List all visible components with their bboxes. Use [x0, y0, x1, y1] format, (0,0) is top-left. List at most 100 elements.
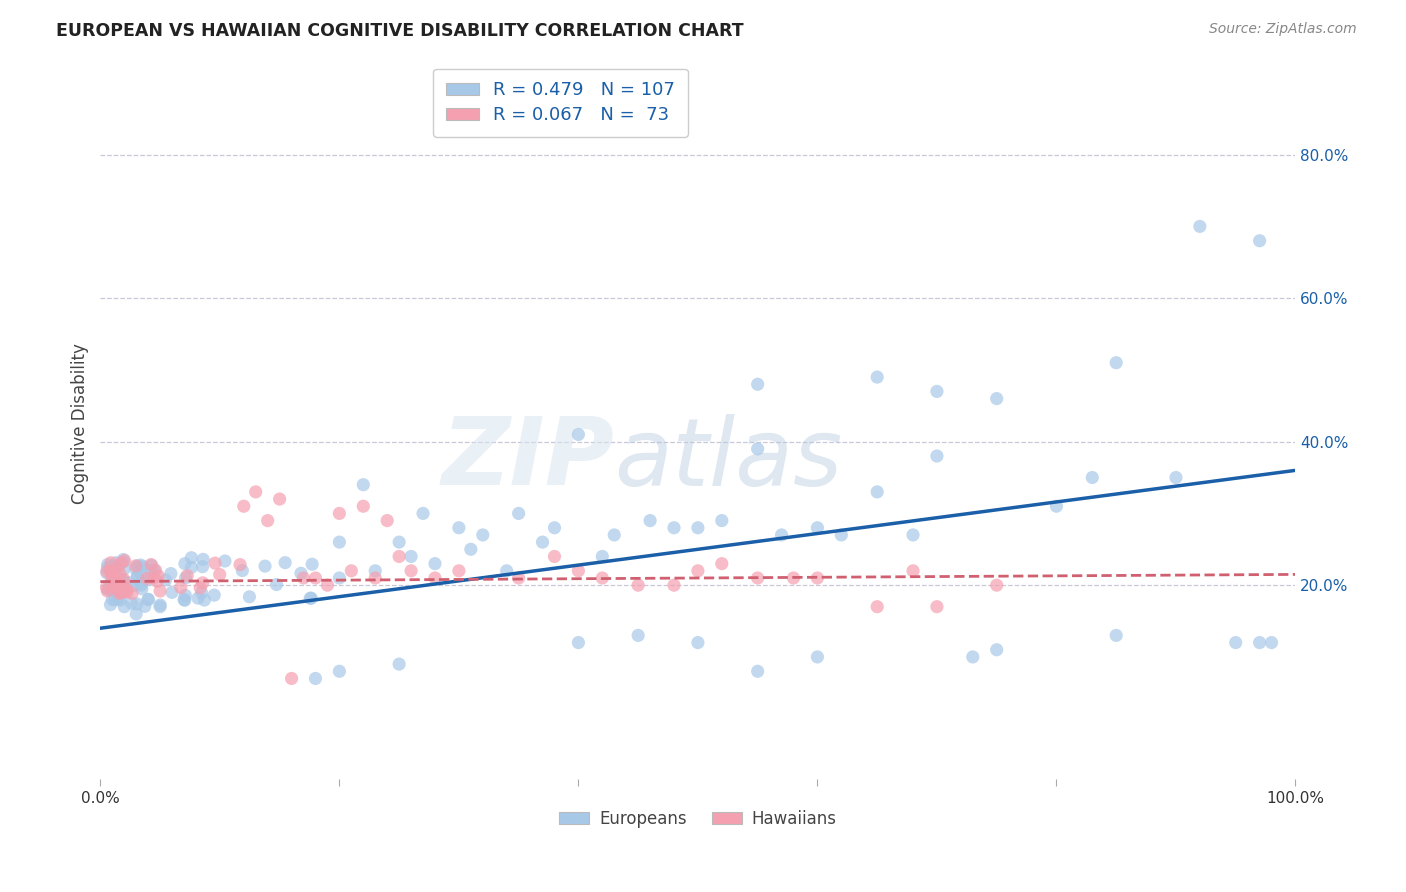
Point [107, 561, 129, 575]
Point [830, 528, 852, 542]
Point [364, 564, 387, 578]
Point [190, 586, 212, 600]
Point [710, 557, 733, 571]
Point [191, 552, 214, 566]
Point [328, 571, 350, 585]
Point [1260, 635, 1282, 649]
Point [174, 557, 197, 571]
Point [97, 582, 120, 597]
Point [866, 484, 889, 499]
Point [122, 578, 145, 592]
Point [148, 569, 170, 583]
Point [328, 507, 350, 521]
Point [125, 558, 148, 573]
Point [101, 568, 124, 582]
Point [105, 559, 128, 574]
Point [114, 583, 136, 598]
Point [567, 427, 589, 442]
Text: atlas: atlas [614, 414, 842, 505]
Point [136, 592, 159, 607]
Point [806, 649, 828, 664]
Point [866, 370, 889, 384]
Point [567, 635, 589, 649]
Point [127, 569, 149, 583]
Point [191, 559, 214, 574]
Point [141, 558, 163, 573]
Point [111, 574, 134, 588]
Point [274, 556, 297, 570]
Point [174, 589, 197, 603]
Point [103, 560, 125, 574]
Point [96, 584, 118, 599]
Point [112, 552, 135, 566]
Point [399, 549, 422, 564]
Point [531, 535, 554, 549]
Point [132, 559, 155, 574]
Point [747, 571, 769, 585]
Point [101, 592, 124, 607]
Point [100, 556, 122, 570]
Point [299, 591, 322, 606]
Point [388, 535, 411, 549]
Point [1225, 635, 1247, 649]
Text: EUROPEAN VS HAWAIIAN COGNITIVE DISABILITY CORRELATION CHART: EUROPEAN VS HAWAIIAN COGNITIVE DISABILIT… [56, 22, 744, 40]
Point [866, 599, 889, 614]
Point [146, 574, 169, 589]
Point [114, 553, 136, 567]
Point [399, 564, 422, 578]
Point [280, 672, 302, 686]
Point [104, 584, 127, 599]
Point [124, 561, 146, 575]
Point [103, 580, 125, 594]
Point [100, 583, 122, 598]
Point [253, 559, 276, 574]
Point [112, 599, 135, 614]
Point [108, 576, 131, 591]
Legend: Europeans, Hawaiians: Europeans, Hawaiians [553, 803, 844, 835]
Point [686, 635, 709, 649]
Point [1105, 628, 1128, 642]
Point [96, 561, 118, 575]
Point [375, 514, 398, 528]
Point [495, 564, 517, 578]
Point [423, 557, 446, 571]
Point [806, 521, 828, 535]
Point [107, 585, 129, 599]
Point [112, 580, 135, 594]
Point [193, 593, 215, 607]
Point [129, 566, 152, 581]
Point [191, 575, 214, 590]
Point [100, 569, 122, 583]
Point [96, 564, 118, 578]
Point [110, 579, 132, 593]
Point [925, 599, 948, 614]
Point [107, 583, 129, 598]
Point [301, 558, 323, 572]
Point [208, 567, 231, 582]
Point [316, 578, 339, 592]
Point [269, 491, 291, 506]
Point [412, 507, 434, 521]
Point [256, 514, 278, 528]
Point [627, 628, 650, 642]
Point [204, 556, 226, 570]
Point [567, 564, 589, 578]
Point [591, 571, 613, 585]
Point [101, 580, 124, 594]
Point [110, 593, 132, 607]
Point [96, 566, 118, 580]
Point [710, 514, 733, 528]
Point [925, 449, 948, 463]
Point [340, 564, 363, 578]
Point [155, 573, 177, 587]
Point [202, 588, 225, 602]
Point [112, 562, 135, 576]
Point [508, 571, 530, 585]
Point [1081, 470, 1104, 484]
Point [100, 559, 122, 574]
Point [176, 568, 198, 582]
Point [160, 585, 183, 599]
Point [173, 592, 195, 607]
Point [127, 569, 149, 583]
Point [508, 507, 530, 521]
